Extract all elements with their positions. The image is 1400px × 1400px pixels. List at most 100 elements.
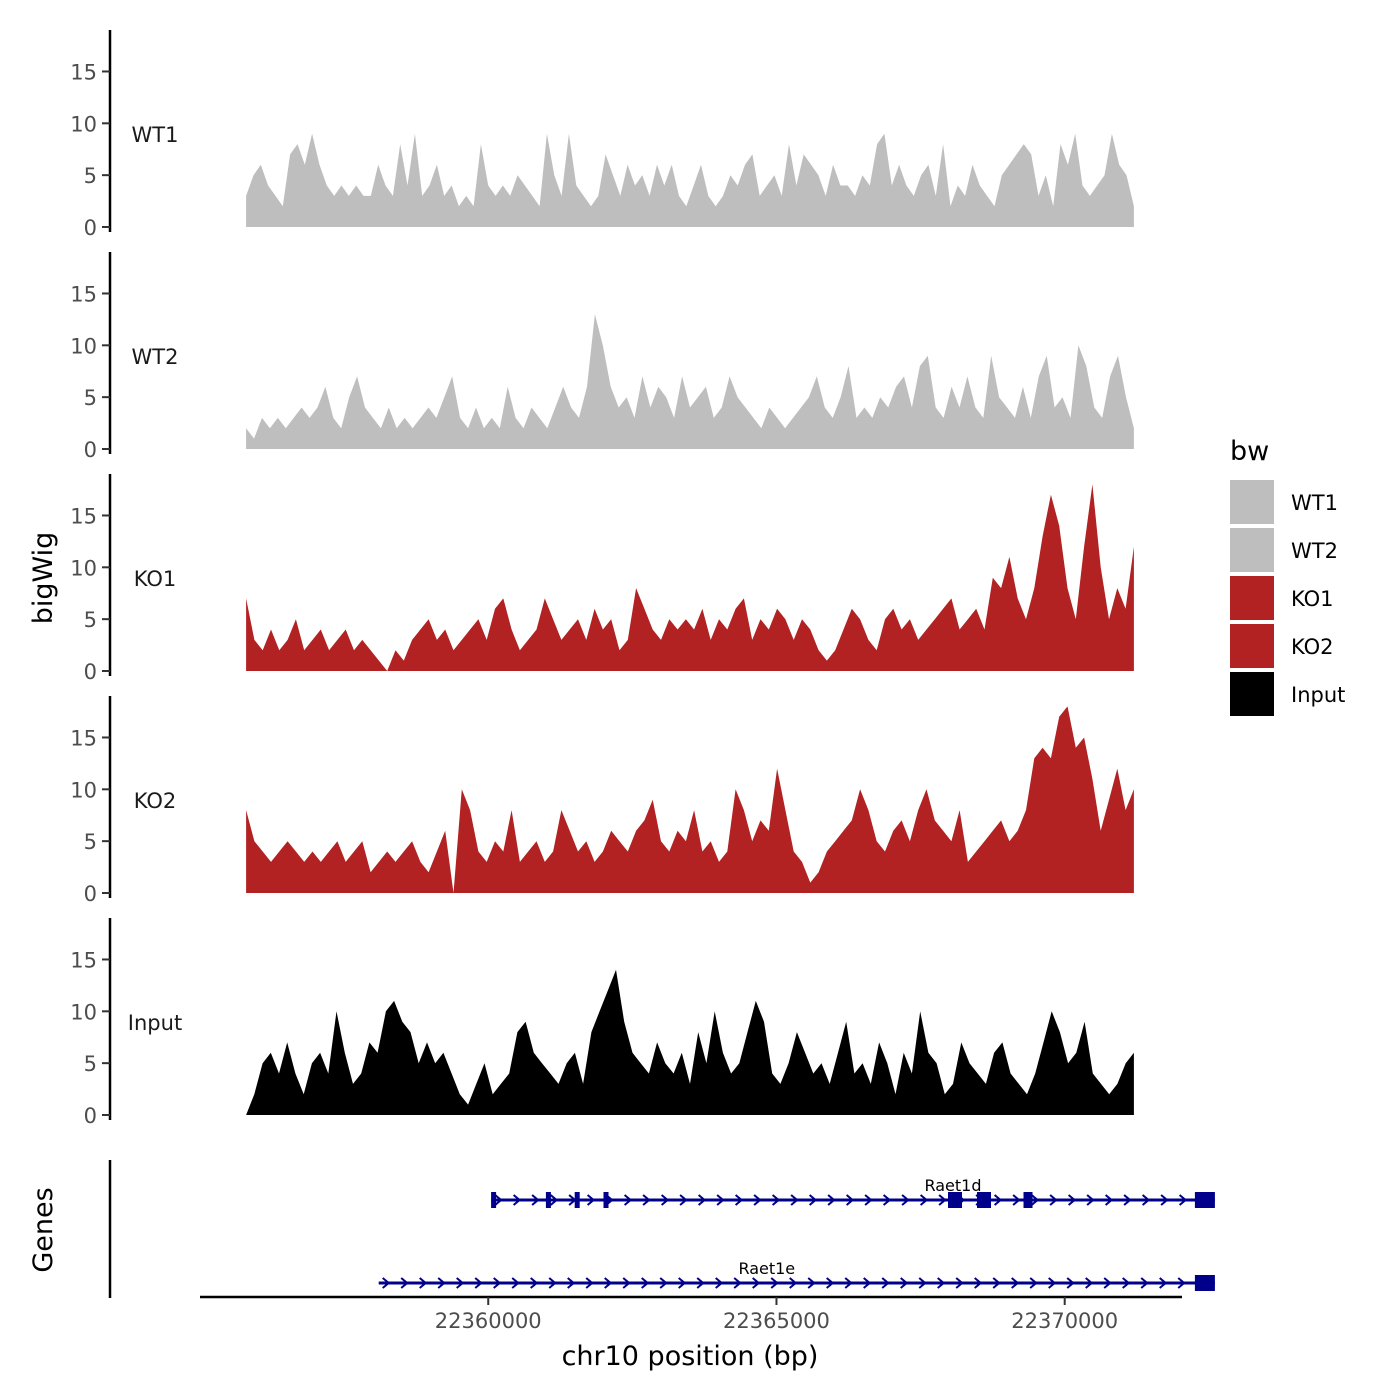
y-tick-label: 0 [84, 1104, 97, 1128]
exon-block [545, 1192, 551, 1208]
strand-arrow [548, 1277, 557, 1289]
strand-arrow [827, 1194, 836, 1206]
strand-arrow [900, 1277, 909, 1289]
strand-arrow [530, 1277, 539, 1289]
strand-arrow [1029, 1277, 1038, 1289]
y-tick-label: 10 [70, 112, 97, 136]
strand-arrow [716, 1194, 725, 1206]
strand-arrow [937, 1277, 946, 1289]
exon-block [977, 1192, 991, 1208]
y-tick-label: 5 [84, 608, 97, 632]
legend-swatch-input [1230, 672, 1274, 716]
legend-label-wt1: WT1 [1291, 491, 1338, 515]
strand-arrow [660, 1194, 670, 1206]
y-tick-label: 10 [70, 778, 97, 802]
strand-arrow [1159, 1277, 1168, 1289]
strand-arrow [1178, 1194, 1188, 1206]
strand-arrow [993, 1194, 1003, 1206]
strand-arrow [715, 1277, 724, 1289]
y-axis-title: bigWig [28, 532, 59, 625]
legend-swatch-ko1 [1230, 576, 1274, 620]
strand-arrow [1012, 1194, 1021, 1206]
panel-ko1: 0 5 10 15 KO1 [70, 474, 1134, 684]
strand-arrow [1049, 1194, 1058, 1206]
strand-arrow [918, 1277, 927, 1289]
coverage-area-input [246, 969, 1134, 1115]
strand-arrow [881, 1277, 890, 1289]
legend-title: bw [1230, 436, 1269, 467]
y-tick-label: 15 [70, 504, 97, 528]
panel-label: KO2 [134, 789, 177, 813]
coverage-area-wt1 [246, 133, 1134, 227]
gene-label: Raet1d [924, 1176, 981, 1195]
legend-label-input: Input [1291, 683, 1345, 707]
y-tick-label: 10 [70, 334, 97, 358]
strand-arrow [1086, 1194, 1095, 1206]
y-tick-label: 0 [84, 216, 97, 240]
strand-arrow [734, 1194, 744, 1206]
panel-wt2: 0 5 10 15 WT2 [70, 252, 1134, 462]
strand-arrow [493, 1277, 502, 1289]
strand-arrow [1066, 1277, 1075, 1289]
strand-arrow [512, 1194, 522, 1206]
y-tick-label: 0 [84, 438, 97, 462]
strand-arrow [1104, 1194, 1114, 1206]
gene-track-title: Genes [28, 1187, 59, 1272]
legend-swatch-ko2 [1230, 624, 1274, 668]
strand-arrow [456, 1277, 465, 1289]
strand-arrow [622, 1277, 631, 1289]
strand-arrow [382, 1277, 391, 1289]
exon-block [1194, 1275, 1215, 1291]
strand-arrow [696, 1277, 705, 1289]
strand-arrow [697, 1194, 707, 1206]
strand-arrow [845, 1194, 855, 1206]
y-tick-label: 0 [84, 882, 97, 906]
strand-arrow [1122, 1277, 1131, 1289]
y-tick-label: 10 [70, 1000, 97, 1024]
strand-arrow [419, 1277, 428, 1289]
exon-block [491, 1192, 497, 1208]
exon-block [1023, 1192, 1033, 1208]
strand-arrow [586, 1194, 596, 1206]
y-tick-label: 5 [84, 164, 97, 188]
coverage-area-wt2 [246, 314, 1134, 449]
panel-ko2: 0 5 10 15 KO2 [70, 696, 1134, 906]
strand-arrow [974, 1277, 983, 1289]
strand-arrow [1048, 1277, 1057, 1289]
panel-input: 0 5 10 15 Input [70, 918, 1134, 1128]
strand-arrow [437, 1277, 446, 1289]
strand-arrow [882, 1194, 892, 1206]
y-tick-label: 15 [70, 282, 97, 306]
y-tick-label: 15 [70, 726, 97, 750]
y-tick-label: 10 [70, 556, 97, 580]
legend-swatch-wt1 [1230, 480, 1274, 524]
strand-arrow [531, 1194, 540, 1206]
strand-arrow [511, 1277, 520, 1289]
y-tick-label: 5 [84, 830, 97, 854]
panel-label: WT2 [132, 345, 179, 369]
legend: bw WT1 WT2 KO1 KO2 Input [1230, 436, 1345, 716]
coverage-panels: 0 5 10 15 WT1 0 5 10 15 WT2 0 5 10 15 KO1 0 5 10 15 KO2 0 5 10… [70, 30, 1134, 1128]
strand-arrow [659, 1277, 668, 1289]
strand-arrow [641, 1277, 650, 1289]
strand-arrow [679, 1194, 688, 1206]
gene-track: Raet1d Raet1e [108, 1160, 1215, 1298]
strand-arrow [585, 1277, 594, 1289]
strand-arrow [752, 1277, 761, 1289]
panel-label: WT1 [132, 123, 179, 147]
strand-arrow [1085, 1277, 1094, 1289]
strand-arrow [1103, 1277, 1112, 1289]
x-axis-title: chr10 position (bp) [562, 1341, 819, 1372]
strand-arrow [955, 1277, 964, 1289]
panel-label: Input [128, 1011, 182, 1035]
coverage-area-ko1 [246, 484, 1134, 671]
strand-arrow [642, 1194, 651, 1206]
strand-arrow [474, 1277, 483, 1289]
exon-block [603, 1192, 609, 1208]
strand-arrow [678, 1277, 687, 1289]
strand-arrow [807, 1277, 816, 1289]
strand-arrow [1123, 1194, 1132, 1206]
x-tick-label: 22360000 [435, 1309, 542, 1333]
strand-arrow [733, 1277, 742, 1289]
